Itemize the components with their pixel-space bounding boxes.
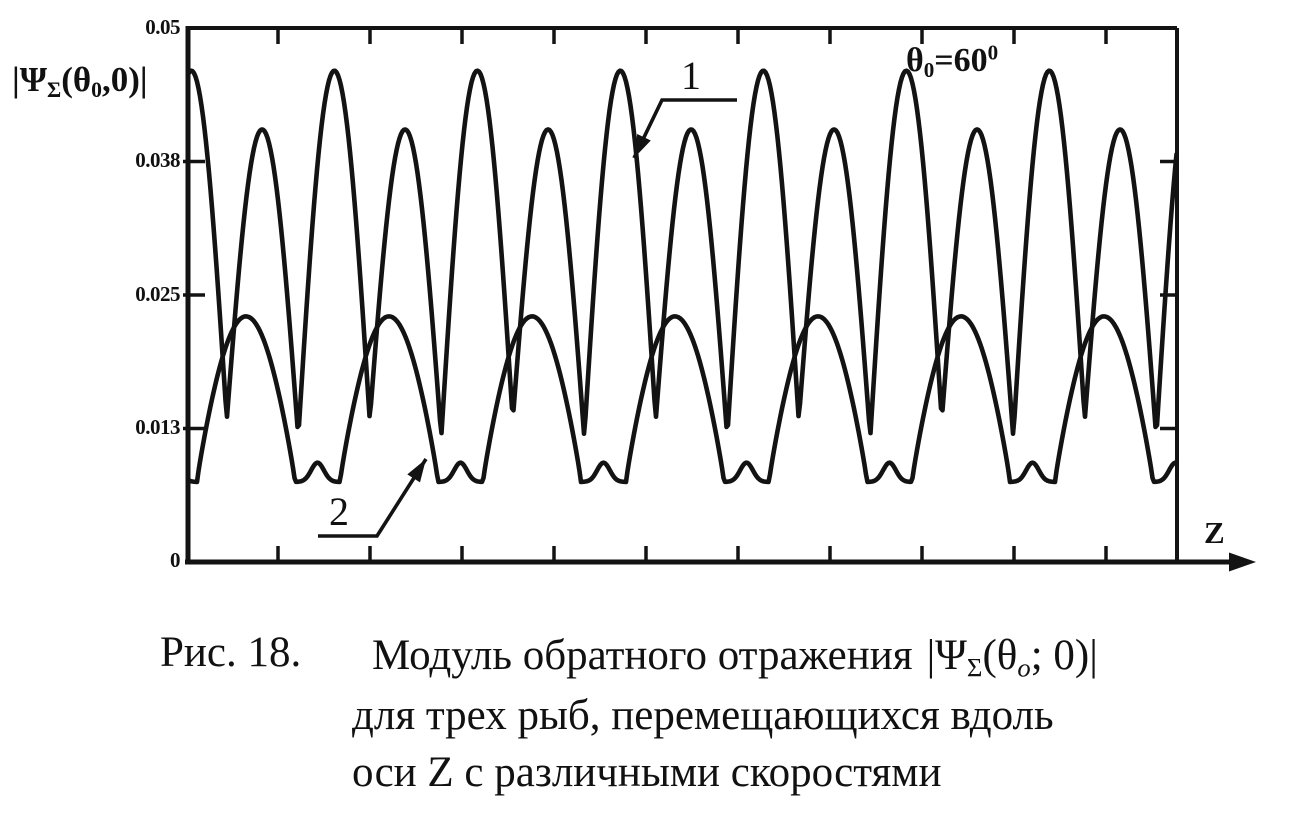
caption-line-3: оси Z с различными скоростями bbox=[352, 749, 942, 796]
caption-line-2: для трех рыб, перемещающихся вдоль bbox=[352, 692, 1054, 739]
caption-formula: |ΨΣ(θo; 0)| bbox=[926, 632, 1098, 683]
y-tick-label-0.05: 0.05 bbox=[145, 15, 180, 39]
curve-2-leader-arrow bbox=[318, 458, 428, 538]
y-tick-label-0.013: 0.013 bbox=[135, 415, 180, 439]
curve-1-label: 1 bbox=[681, 53, 701, 98]
y-axis-label: |ΨΣ(θ0,0)| bbox=[12, 60, 148, 103]
y-tick-label-0.038: 0.038 bbox=[135, 148, 180, 172]
caption-fig-number: Рис. 18. bbox=[160, 629, 302, 676]
y-tick-label-0.025: 0.025 bbox=[135, 282, 180, 306]
theta-annotation: θ0=600 bbox=[906, 40, 999, 82]
curve-1 bbox=[185, 68, 1179, 436]
caption-line-1: Модуль обратного отражения |ΨΣ(θo; 0)| bbox=[372, 632, 1098, 683]
y-tick-label-0: 0 bbox=[170, 548, 181, 572]
x-axis-label: Z bbox=[1204, 515, 1225, 550]
curve-1-leader-arrow bbox=[632, 98, 737, 159]
curve-2 bbox=[185, 314, 1179, 485]
curve-2-label: 2 bbox=[329, 489, 349, 534]
